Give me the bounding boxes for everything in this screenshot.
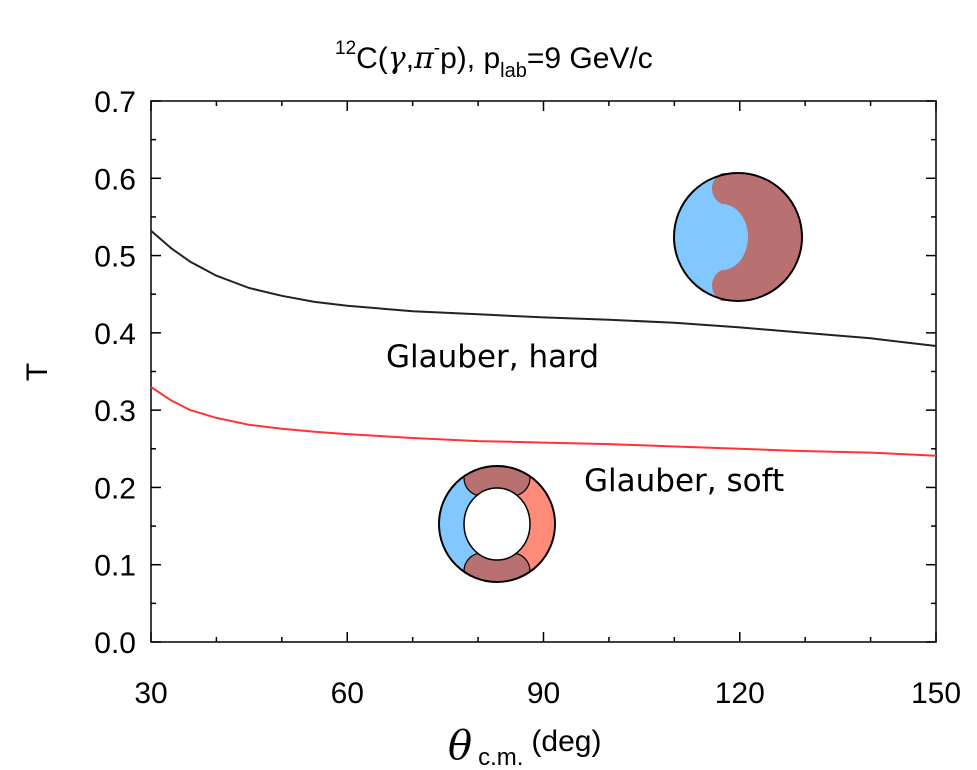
y-tick-label: 0.5 bbox=[94, 241, 136, 274]
series-line-soft bbox=[150, 386, 937, 457]
x-tick-labels: 30 60 90 120 150 bbox=[134, 677, 961, 710]
title-pi-superscript: - bbox=[434, 38, 440, 59]
annotation-hard: Glauber, hard bbox=[386, 339, 599, 375]
y-tick-label: 0.2 bbox=[94, 472, 136, 505]
title-main: C( bbox=[356, 42, 388, 75]
title-superscript: 12 bbox=[335, 38, 356, 59]
title-end: =9 GeV/c bbox=[527, 42, 653, 75]
soft-nucleus-outline bbox=[438, 465, 556, 583]
x-axis-label: θ c.m. (deg) bbox=[448, 723, 601, 770]
x-tick-label: 60 bbox=[331, 677, 364, 710]
x-axis-label-unit: (deg) bbox=[531, 725, 601, 758]
x-axis-label-theta: θ bbox=[448, 723, 472, 769]
nucleus-soft-illustration bbox=[438, 465, 556, 583]
y-tick-label: 0.1 bbox=[94, 550, 136, 583]
title-gamma: γ bbox=[388, 41, 406, 76]
soft-nucleus-hole bbox=[463, 487, 531, 561]
x-tick-label: 120 bbox=[715, 677, 765, 710]
hard-nucleus-shell bbox=[711, 173, 802, 301]
x-axis-label-subscript: c.m. bbox=[478, 744, 523, 770]
title-comma: , bbox=[406, 42, 414, 75]
x-tick-label: 150 bbox=[911, 677, 961, 710]
y-axis-label: T bbox=[21, 363, 54, 381]
chart-title: 12C(γ,π-p), plab=9 GeV/c bbox=[335, 38, 653, 82]
hard-nucleus-outline bbox=[673, 172, 803, 302]
series-group bbox=[150, 230, 937, 457]
x-tick-label: 90 bbox=[527, 677, 560, 710]
series-line-hard bbox=[150, 230, 937, 347]
y-tick-label: 0.4 bbox=[94, 318, 136, 351]
y-tick-label: 0.6 bbox=[94, 163, 136, 196]
axis-ticks bbox=[150, 100, 937, 643]
y-tick-label: 0.0 bbox=[94, 627, 136, 660]
x-tick-label: 30 bbox=[134, 677, 167, 710]
y-tick-label: 0.3 bbox=[94, 395, 136, 428]
title-pi: π bbox=[413, 41, 435, 76]
nucleus-hard-illustration bbox=[673, 172, 803, 302]
y-tick-label: 0.7 bbox=[94, 86, 136, 119]
title-lab-subscript: lab bbox=[500, 60, 527, 82]
annotation-soft: Glauber, soft bbox=[584, 463, 784, 499]
title-rest: p), p bbox=[440, 42, 500, 75]
y-tick-labels: 0.0 0.1 0.2 0.3 0.4 0.5 0.6 0.7 bbox=[94, 86, 136, 660]
